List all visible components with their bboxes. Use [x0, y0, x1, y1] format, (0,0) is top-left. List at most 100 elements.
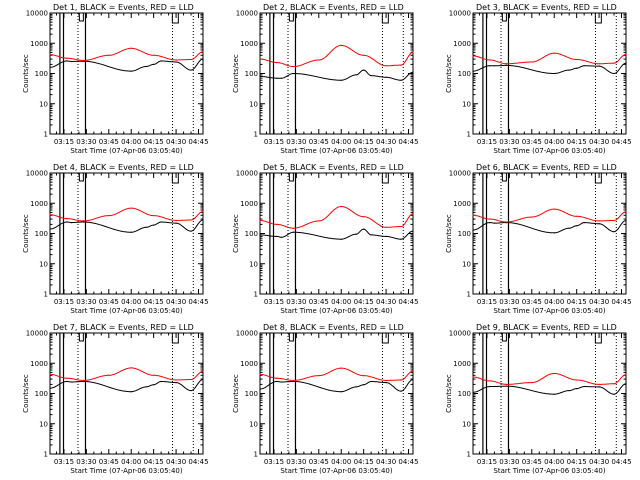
- x-tick-label: 04:45: [188, 138, 208, 146]
- x-tick-label: 03:30: [76, 138, 96, 146]
- x-tick-label: 04:15: [354, 458, 374, 466]
- plot-frame: [259, 332, 414, 455]
- lld-series-line-point: [259, 58, 261, 60]
- panel-det-6: Det 6, BLACK = Events, RED = LLD 1 10 100 10…: [445, 163, 632, 315]
- lld-series-line-point: [613, 383, 615, 385]
- events-series-line-point: [598, 65, 600, 67]
- y-tick-label: 100: [458, 230, 471, 238]
- lld-series-line-point: [613, 219, 615, 222]
- events-series-line-point: [400, 390, 402, 392]
- events-series-line-point: [292, 380, 294, 383]
- events-series-line-point: [66, 221, 68, 223]
- events-series-line-point: [583, 222, 585, 224]
- y-tick-label: 1: [467, 291, 471, 299]
- lld-series-line-point: [553, 372, 555, 375]
- y-tick-label: 10: [249, 100, 258, 108]
- x-tick-label: 03:30: [499, 138, 519, 146]
- lld-series-line-point: [108, 374, 110, 376]
- events-series-line-point: [576, 67, 578, 69]
- panel-det-8: Det 8, BLACK = Events, RED = LLD 1 10 100 10…: [232, 323, 419, 475]
- lld-series-line: [259, 367, 414, 382]
- plot-frame: [259, 172, 414, 295]
- x-tick-label: 04:45: [188, 298, 208, 306]
- flag-f-marker: [501, 333, 507, 342]
- panel-det-7: Det 7, BLACK = Events, RED = LLD 1 10 100 10…: [22, 323, 209, 475]
- lld-series-line-point: [49, 373, 51, 375]
- events-series-line-point: [340, 238, 342, 240]
- x-tick-label: 04:15: [567, 458, 587, 466]
- flag-c-marker: [381, 13, 389, 24]
- lld-series-line-point: [385, 65, 387, 67]
- events-series-line-point: [202, 58, 204, 60]
- y-axis-label: Counts/sec: [232, 374, 240, 413]
- x-tick-label: 03:45: [522, 138, 542, 146]
- y-tick-label: 1: [467, 451, 471, 459]
- events-series-line: [260, 69, 414, 81]
- events-series-line-point: [412, 71, 414, 73]
- events-series-line-point: [66, 60, 68, 62]
- events-series-line-point: [576, 225, 578, 227]
- events-series-line-point: [613, 231, 615, 233]
- lld-series-line-point: [625, 53, 627, 55]
- plot-frame: [472, 172, 627, 295]
- panel-title: Det 2, BLACK = Events, RED = LLD: [263, 3, 404, 12]
- lld-series-line-point: [613, 62, 615, 64]
- y-tick-label: 10000: [236, 170, 258, 178]
- events-series-line-point: [292, 231, 294, 233]
- x-axis-label: Start Time (07-Apr-06 03:05:40): [70, 307, 182, 315]
- events-series-line: [473, 383, 627, 395]
- events-series-line-point: [493, 385, 495, 388]
- panel-title: Det 8, BLACK = Events, RED = LLD: [263, 323, 404, 332]
- events-series-line-point: [489, 65, 491, 67]
- lld-series-line-point: [66, 218, 68, 220]
- y-tick-label: 10: [462, 260, 471, 268]
- y-tick-label: 1000: [30, 360, 48, 368]
- lld-series-line-point: [531, 61, 533, 63]
- y-axis-label: Counts/sec: [22, 374, 30, 413]
- x-axis-label: Start Time (07-Apr-06 03:05:40): [280, 307, 392, 315]
- x-tick-label: 04:30: [166, 138, 186, 146]
- lld-series-line-point: [400, 379, 402, 381]
- events-series-line: [473, 62, 627, 74]
- y-tick-label: 10: [462, 100, 471, 108]
- lld-series-line-point: [190, 219, 192, 221]
- x-tick-label: 03:45: [99, 458, 119, 466]
- events-series-line-point: [625, 62, 627, 64]
- x-tick-label: 03:15: [54, 138, 74, 146]
- events-series-line-point: [613, 72, 615, 75]
- lld-series-line-point: [276, 62, 278, 64]
- events-series-line-point: [598, 223, 600, 225]
- x-tick-label: 04:30: [376, 138, 396, 146]
- events-series-line: [259, 379, 414, 393]
- events-series-line-point: [625, 383, 627, 385]
- lld-series-line-point: [363, 216, 365, 218]
- events-series-line-point: [489, 222, 491, 224]
- y-axis-label: Counts/sec: [445, 54, 453, 93]
- y-axis-label: Counts/sec: [22, 54, 30, 93]
- x-tick-label: 04:30: [589, 138, 609, 146]
- lld-series-line-point: [108, 215, 110, 217]
- events-series-line-point: [370, 380, 372, 383]
- x-tick-label: 04:45: [398, 458, 418, 466]
- lld-series-line-point: [318, 220, 320, 222]
- x-tick-label: 04:45: [398, 138, 418, 146]
- lld-series-line-point: [175, 59, 177, 61]
- lld-series-line-point: [553, 52, 555, 54]
- lld-series-line: [49, 207, 204, 222]
- y-tick-label: 10000: [26, 330, 48, 338]
- y-tick-label: 10: [39, 420, 48, 428]
- x-axis-label: Start Time (07-Apr-06 03:05:40): [280, 467, 392, 475]
- lld-series-line-point: [400, 64, 402, 66]
- x-axis-label: Start Time (07-Apr-06 03:05:40): [280, 147, 392, 155]
- events-series-line-point: [568, 227, 570, 229]
- x-tick-label: 03:45: [309, 458, 329, 466]
- lld-series-line-point: [531, 382, 533, 384]
- y-tick-label: 1: [254, 131, 258, 139]
- events-series-line-point: [370, 75, 372, 77]
- x-tick-label: 04:45: [188, 458, 208, 466]
- events-series-line-point: [66, 380, 68, 383]
- x-tick-label: 03:30: [286, 298, 306, 306]
- lld-series-line-point: [576, 379, 578, 381]
- x-tick-label: 03:30: [76, 458, 96, 466]
- panel-title: Det 3, BLACK = Events, RED = LLD: [476, 3, 617, 12]
